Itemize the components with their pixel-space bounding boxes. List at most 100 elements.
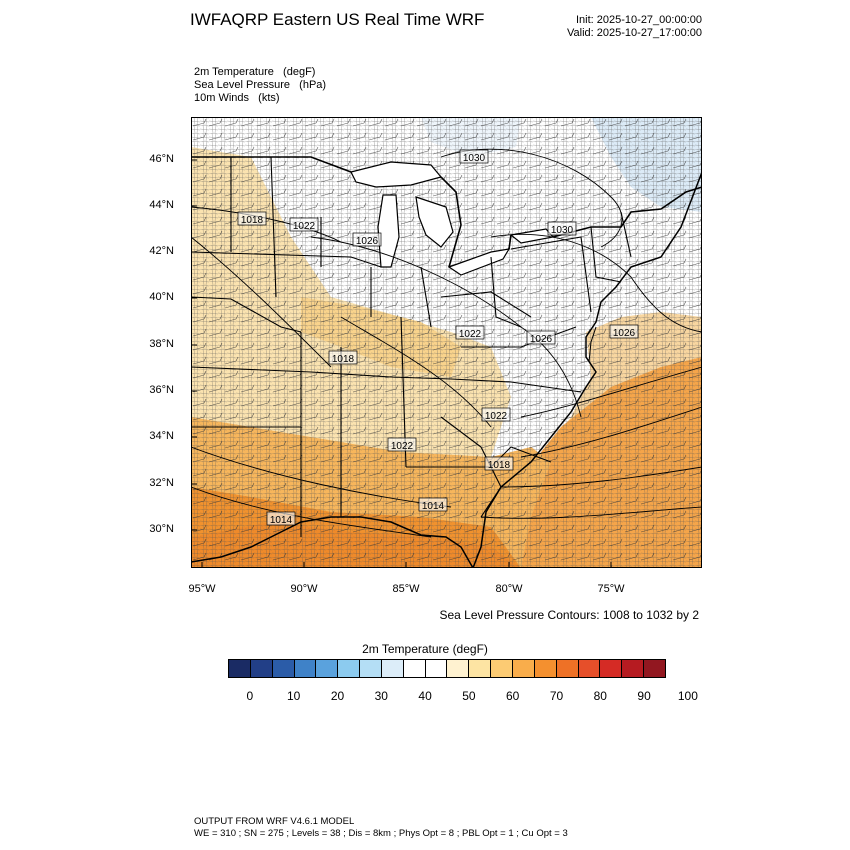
- isobar-label: 1022: [289, 217, 319, 232]
- lat-label-44: 44°N: [149, 199, 174, 211]
- isobar-label: 1030: [547, 221, 577, 236]
- colorbar-swatch: [360, 660, 382, 677]
- lat-label-42: 42°N: [149, 245, 174, 257]
- svg-text:1014: 1014: [422, 501, 445, 512]
- lat-label-30: 30°N: [149, 523, 174, 535]
- isobar-label: 1022: [455, 325, 485, 340]
- colorbar-swatch: [491, 660, 513, 677]
- isobar-labels: 1030 1018 1022 1026 1030 1022 1026 1026 1018 1022…: [237, 149, 639, 526]
- svg-text:1018: 1018: [488, 460, 511, 471]
- colorbar-tick-label: 60: [506, 689, 520, 703]
- footer-config: WE = 310 ; SN = 275 ; Levels = 38 ; Dis …: [194, 828, 568, 839]
- colorbar-swatch: [425, 660, 448, 677]
- lon-label-90: 90°W: [290, 583, 318, 595]
- colorbar-swatch: [469, 660, 492, 677]
- svg-text:1022: 1022: [485, 411, 508, 422]
- colorbar-tick-label: 50: [462, 689, 476, 703]
- svg-text:1014: 1014: [270, 515, 293, 526]
- colorbar-title: 2m Temperature (degF): [362, 642, 488, 656]
- lake-huron: [415, 196, 454, 248]
- gulf-coastline: [191, 516, 474, 568]
- isobar-label: 1018: [484, 456, 514, 471]
- colorbar-swatch: [294, 660, 317, 677]
- colorbar-tick-label: 0: [246, 689, 254, 703]
- svg-text:1018: 1018: [241, 215, 264, 226]
- lake-erie: [447, 248, 511, 276]
- isobar-label: 1026: [609, 324, 639, 339]
- svg-text:1026: 1026: [613, 328, 636, 339]
- colorbar-swatch: [381, 660, 404, 677]
- isobar-label: 1026: [352, 232, 382, 247]
- colorbar-swatch: [229, 660, 251, 677]
- colorbar-swatch: [403, 660, 426, 677]
- svg-text:1030: 1030: [463, 153, 486, 164]
- lon-label-75: 75°W: [597, 583, 625, 595]
- colorbar: [228, 659, 666, 678]
- field-label-temperature: 2m Temperature (degF): [194, 66, 316, 78]
- map-border: [191, 117, 702, 568]
- lat-ticks: [191, 159, 197, 531]
- lake-superior: [350, 161, 443, 188]
- lon-label-80: 80°W: [495, 583, 523, 595]
- lat-label-40: 40°N: [149, 291, 174, 303]
- state-borders: [191, 156, 632, 537]
- colorbar-swatch: [578, 660, 601, 677]
- chesapeake-bay: [588, 326, 597, 363]
- colorbar-swatch: [644, 660, 665, 677]
- field-label-winds: 10m Winds (kts): [194, 92, 280, 104]
- colorbar-swatch: [600, 660, 623, 677]
- colorbar-tick-label: 100: [677, 689, 698, 703]
- svg-text:1018: 1018: [332, 354, 355, 365]
- colorbar-swatch: [272, 660, 295, 677]
- footer-model: OUTPUT FROM WRF V4.6.1 MODEL: [194, 816, 355, 827]
- isobar-label: 1018: [237, 211, 267, 226]
- contour-note: Sea Level Pressure Contours: 1008 to 103…: [439, 608, 700, 622]
- isobars: [191, 148, 702, 538]
- lat-label-46: 46°N: [149, 153, 174, 165]
- isobar-label: 1018: [328, 350, 358, 365]
- us-canada-border: [191, 156, 702, 268]
- colorbar-swatch: [447, 660, 470, 677]
- colorbar-swatch: [622, 660, 645, 677]
- map-title: IWFAQRP Eastern US Real Time WRF: [190, 10, 485, 29]
- colorbar-swatch: [316, 660, 339, 677]
- lon-label-95: 95°W: [188, 583, 216, 595]
- colorbar-tick-label: 70: [549, 689, 564, 703]
- colorbar-tick-label: 20: [330, 689, 345, 703]
- svg-text:1022: 1022: [391, 441, 414, 452]
- valid-time: Valid: 2025-10-27_17:00:00: [567, 27, 702, 39]
- svg-text:1022: 1022: [293, 221, 316, 232]
- isobar-label: 1014: [418, 497, 448, 512]
- colorbar-swatch: [534, 660, 557, 677]
- wind-barbs: [191, 117, 702, 568]
- lat-label-38: 38°N: [149, 338, 174, 350]
- coastline: [472, 171, 702, 568]
- lon-label-85: 85°W: [392, 583, 420, 595]
- colorbar-tick-label: 80: [593, 689, 607, 703]
- weather-map: 1030 1018 1022 1026 1030 1022 1026 1026 1018 1022…: [191, 117, 702, 568]
- isobar-label: 1022: [481, 407, 511, 422]
- colorbar-swatch: [512, 660, 535, 677]
- colorbar-tick-label: 30: [374, 689, 388, 703]
- svg-text:1026: 1026: [530, 334, 553, 345]
- colorbar-swatch: [556, 660, 579, 677]
- svg-text:1030: 1030: [551, 225, 574, 236]
- svg-text:1022: 1022: [459, 329, 482, 340]
- colorbar-swatch: [250, 660, 273, 677]
- lake-michigan: [377, 194, 400, 268]
- colorbar-swatch: [338, 660, 361, 677]
- field-label-pressure: Sea Level Pressure (hPa): [194, 79, 327, 91]
- isobar-label: 1022: [387, 437, 417, 452]
- lat-label-32: 32°N: [149, 477, 174, 489]
- isobar-label: 1014: [266, 511, 296, 526]
- isobar-label: 1030: [459, 149, 489, 164]
- lon-ticks: [201, 562, 612, 568]
- lat-label-34: 34°N: [149, 430, 174, 442]
- colorbar-tick-label: 90: [637, 689, 651, 703]
- colorbar-tick-label: 10: [287, 689, 301, 703]
- init-time: Init: 2025-10-27_00:00:00: [576, 14, 702, 26]
- colorbar-tick-label: 40: [418, 689, 432, 703]
- svg-text:1026: 1026: [356, 236, 379, 247]
- lat-label-36: 36°N: [149, 384, 174, 396]
- isobar-label: 1026: [526, 330, 556, 345]
